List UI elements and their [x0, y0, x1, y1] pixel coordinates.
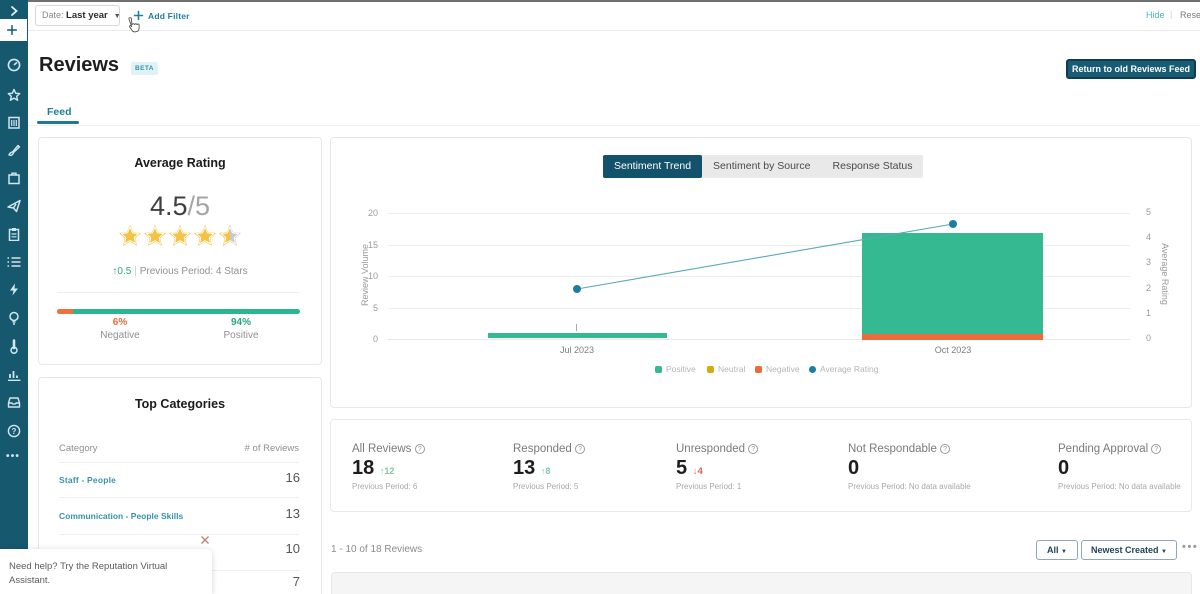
- svg-text:?: ?: [12, 427, 17, 436]
